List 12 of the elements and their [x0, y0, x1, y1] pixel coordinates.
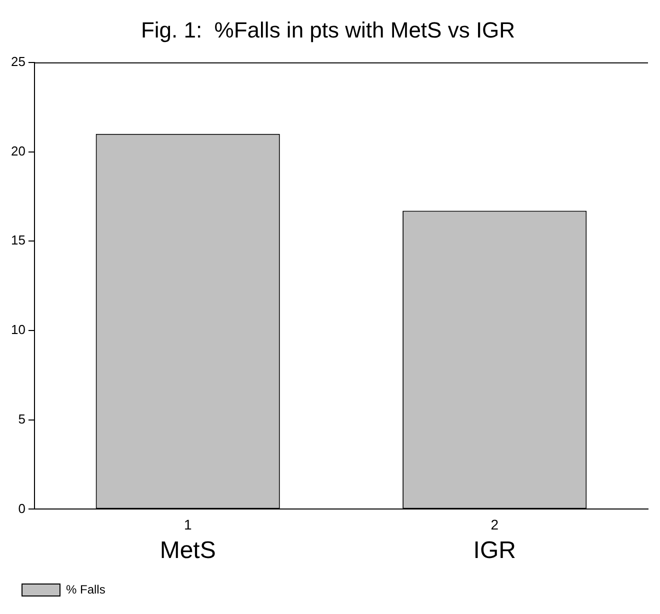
y-tick-label: 5: [18, 411, 26, 426]
x-tick-label: 2: [490, 516, 499, 532]
x-tick-label: 1: [184, 516, 192, 532]
legend-label: % Falls: [66, 582, 106, 596]
y-tick-label: 25: [10, 54, 26, 69]
y-tick-label: 20: [10, 143, 26, 158]
y-tick-label: 15: [10, 232, 26, 248]
chart-title: Fig. 1: %Falls in pts with MetS vs IGR: [140, 17, 516, 42]
y-tick-label: 0: [18, 500, 26, 516]
y-tick-label: 10: [10, 322, 26, 338]
text: IGR: [473, 536, 516, 564]
text: MetS: [160, 536, 216, 564]
